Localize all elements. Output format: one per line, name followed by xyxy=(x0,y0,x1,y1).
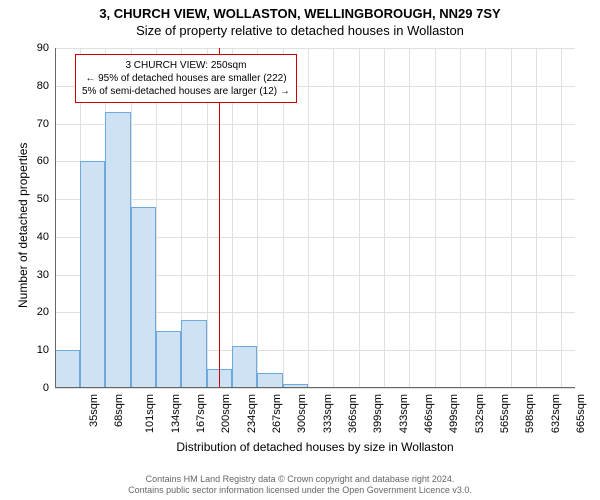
footer-line-1: Contains HM Land Registry data © Crown c… xyxy=(0,474,600,485)
x-tick-label: 366sqm xyxy=(347,394,359,433)
grid-line xyxy=(333,48,334,388)
y-axis-title: Number of detached properties xyxy=(16,143,30,308)
annotation-box: 3 CHURCH VIEW: 250sqm← 95% of detached h… xyxy=(75,54,297,103)
histogram-bar xyxy=(257,373,282,388)
x-tick-label: 267sqm xyxy=(271,394,283,433)
grid-line xyxy=(511,48,512,388)
y-tick-label: 0 xyxy=(43,382,49,394)
grid-line xyxy=(359,48,360,388)
main-title: 3, CHURCH VIEW, WOLLASTON, WELLINGBOROUG… xyxy=(0,0,600,21)
x-tick-label: 433sqm xyxy=(398,394,410,433)
histogram-bar xyxy=(80,161,105,388)
x-tick-label: 565sqm xyxy=(499,394,511,433)
x-tick-label: 35sqm xyxy=(88,394,100,427)
x-tick-label: 399sqm xyxy=(372,394,384,433)
footer-line-2: Contains public sector information licen… xyxy=(0,485,600,496)
y-axis-line xyxy=(55,48,56,388)
x-axis-title: Distribution of detached houses by size … xyxy=(55,440,575,454)
grid-line xyxy=(384,48,385,388)
y-tick-label: 80 xyxy=(37,80,49,92)
histogram-bar xyxy=(232,346,257,388)
grid-line xyxy=(561,48,562,388)
y-tick-label: 60 xyxy=(37,155,49,167)
grid-line xyxy=(55,48,575,49)
x-tick-label: 532sqm xyxy=(474,394,486,433)
annotation-line: ← 95% of detached houses are smaller (22… xyxy=(82,72,290,85)
grid-line xyxy=(308,48,309,388)
x-tick-label: 499sqm xyxy=(448,394,460,433)
y-tick-label: 70 xyxy=(37,118,49,130)
annotation-line: 5% of semi-detached houses are larger (1… xyxy=(82,85,290,98)
grid-line xyxy=(460,48,461,388)
y-tick-label: 90 xyxy=(37,42,49,54)
x-tick-label: 234sqm xyxy=(246,394,258,433)
annotation-line: 3 CHURCH VIEW: 250sqm xyxy=(82,59,290,72)
x-tick-label: 665sqm xyxy=(575,394,587,433)
x-tick-label: 167sqm xyxy=(195,394,207,433)
x-tick-label: 300sqm xyxy=(296,394,308,433)
grid-line xyxy=(55,388,575,389)
y-tick-label: 50 xyxy=(37,193,49,205)
x-tick-label: 101sqm xyxy=(145,394,157,433)
x-axis-line xyxy=(55,387,575,388)
x-tick-label: 598sqm xyxy=(524,394,536,433)
x-tick-label: 466sqm xyxy=(423,394,435,433)
grid-line xyxy=(409,48,410,388)
x-tick-label: 134sqm xyxy=(170,394,182,433)
footer: Contains HM Land Registry data © Crown c… xyxy=(0,474,600,496)
y-tick-label: 10 xyxy=(37,344,49,356)
histogram-bar xyxy=(181,320,207,388)
x-tick-label: 68sqm xyxy=(113,394,125,427)
x-tick-label: 333sqm xyxy=(322,394,334,433)
histogram-bar xyxy=(131,207,156,388)
histogram-bar xyxy=(55,350,80,388)
grid-line xyxy=(435,48,436,388)
y-tick-label: 40 xyxy=(37,231,49,243)
grid-line xyxy=(55,161,575,162)
histogram-bar xyxy=(105,112,130,388)
x-tick-label: 632sqm xyxy=(550,394,562,433)
y-tick-label: 30 xyxy=(37,269,49,281)
sub-title: Size of property relative to detached ho… xyxy=(0,21,600,38)
y-tick-label: 20 xyxy=(37,306,49,318)
grid-line xyxy=(485,48,486,388)
grid-line xyxy=(55,124,575,125)
histogram-bar xyxy=(156,331,181,388)
grid-line xyxy=(55,199,575,200)
x-tick-label: 200sqm xyxy=(220,394,232,433)
chart-container: 3, CHURCH VIEW, WOLLASTON, WELLINGBOROUG… xyxy=(0,0,600,500)
grid-line xyxy=(536,48,537,388)
